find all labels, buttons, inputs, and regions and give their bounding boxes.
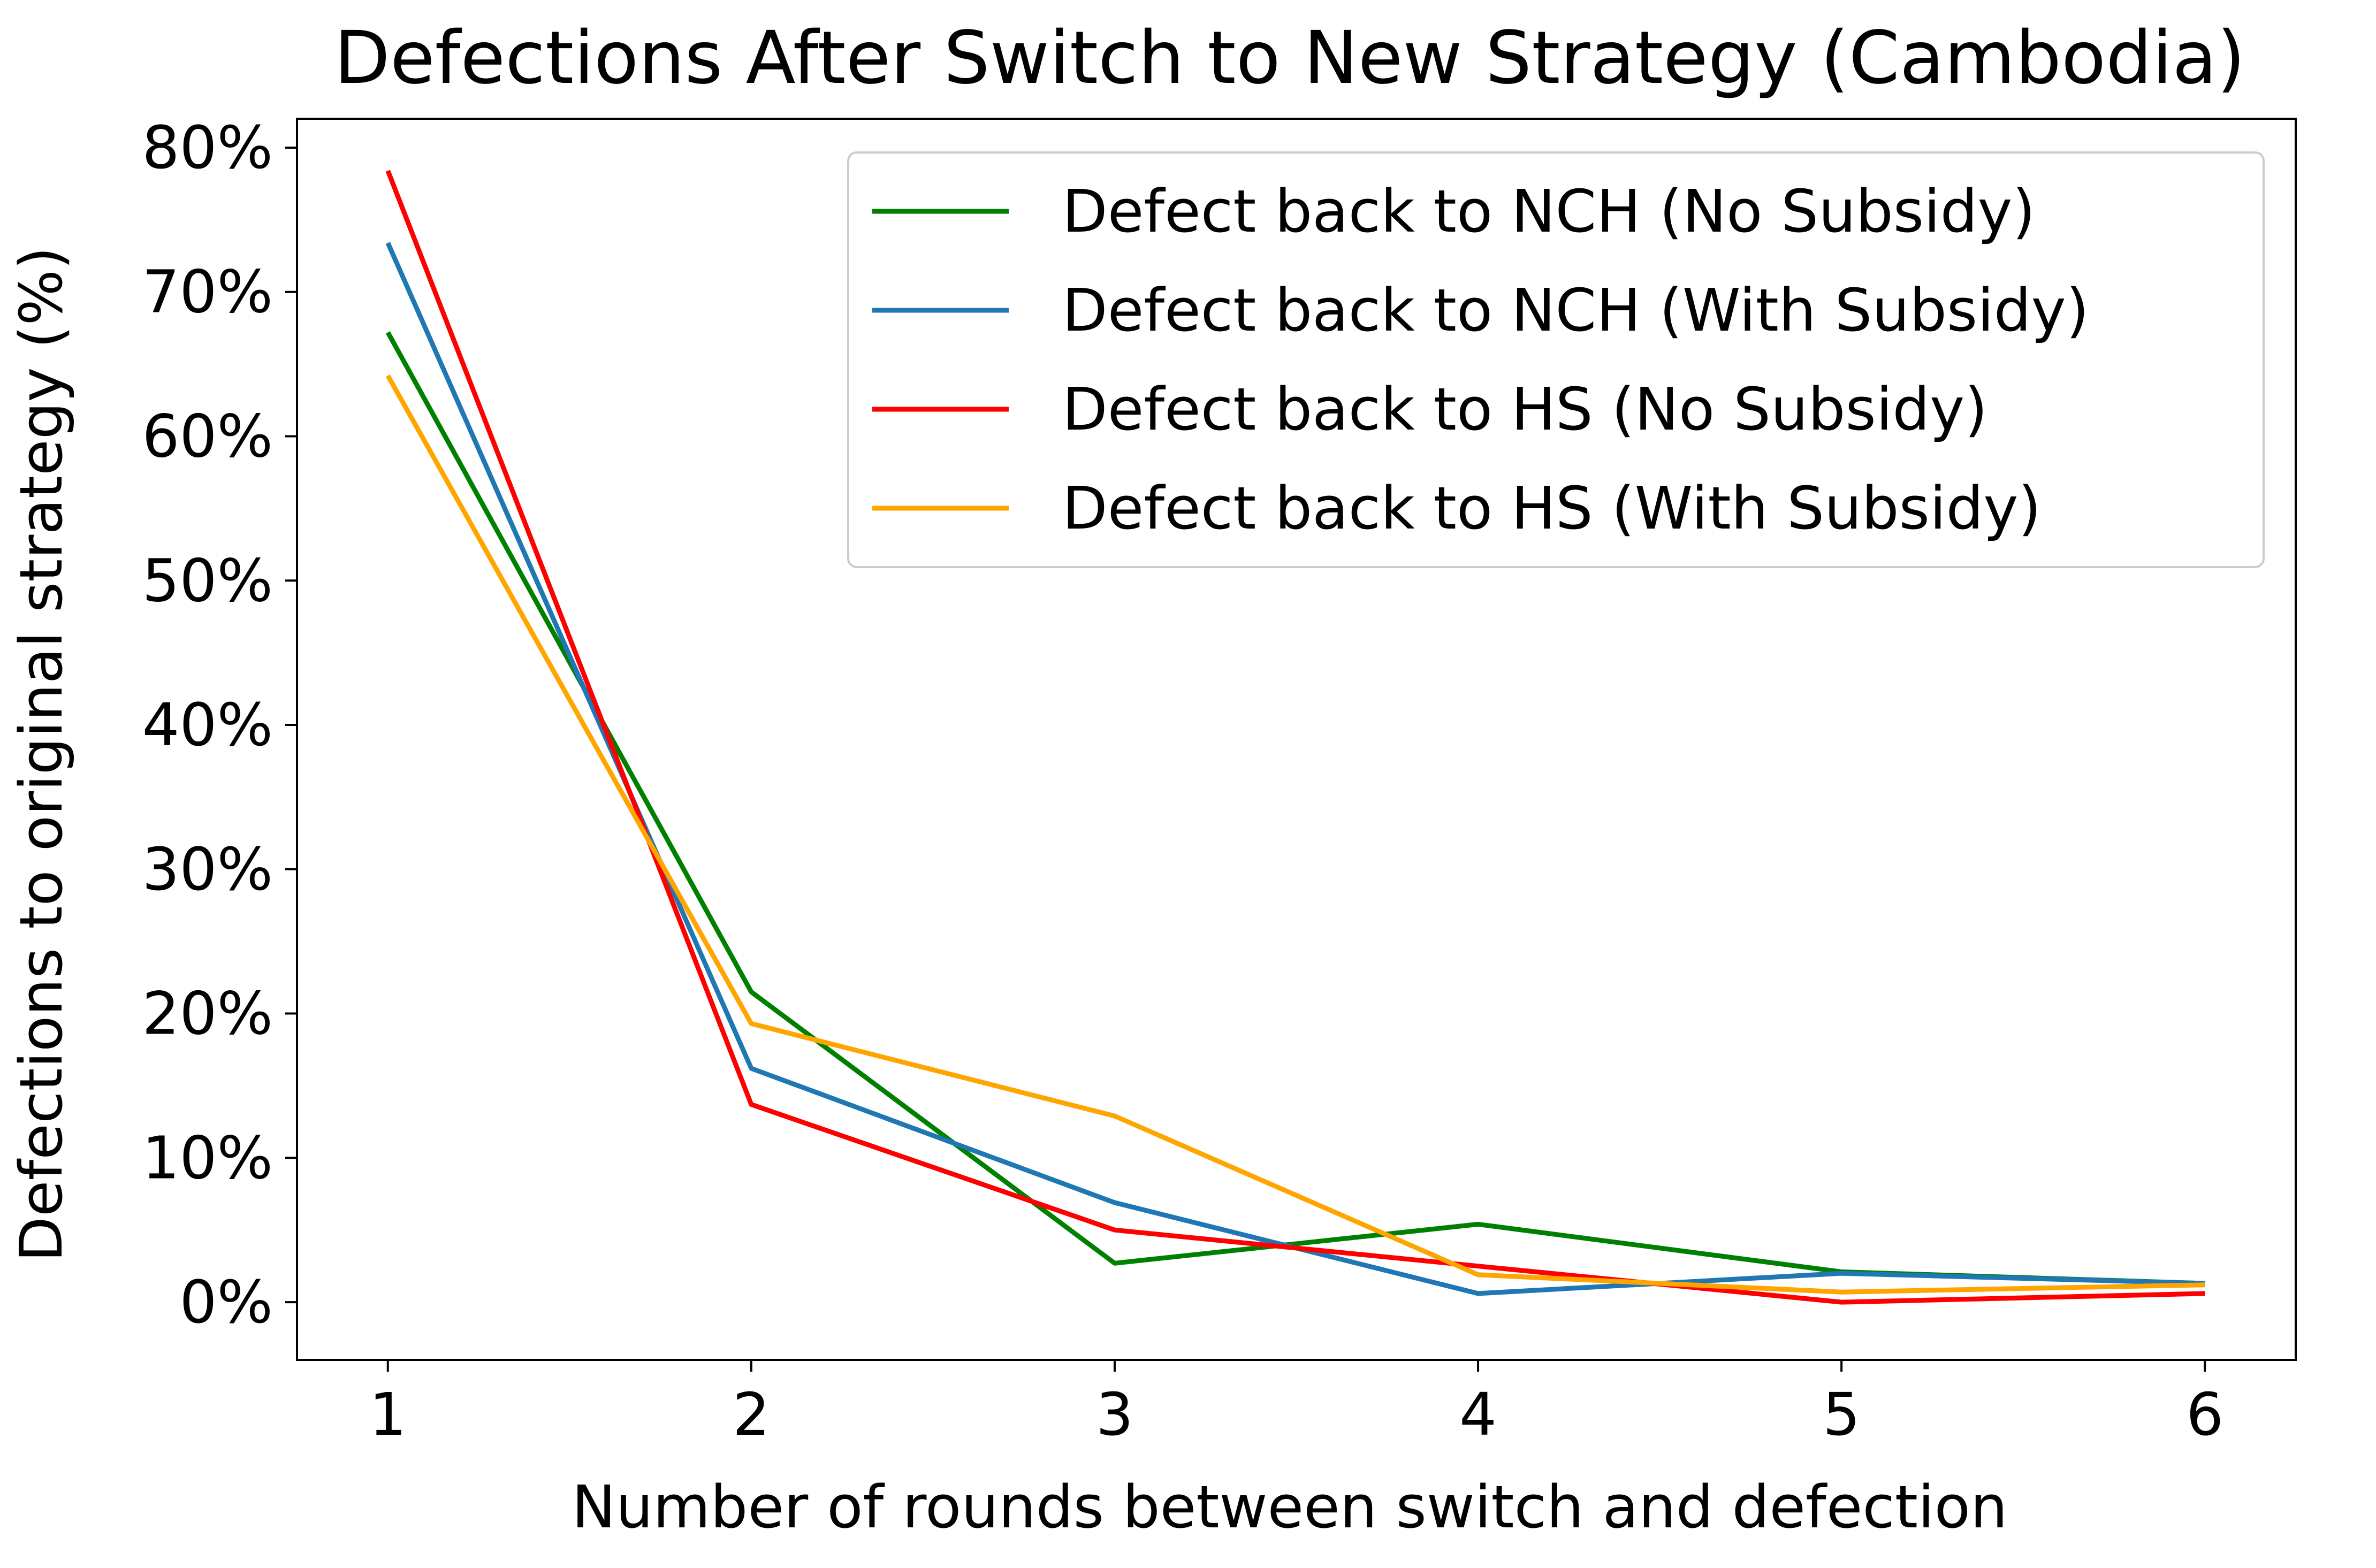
x-tick-label: 1 [369,1380,407,1449]
x-tick-label: 3 [1096,1380,1133,1449]
series-line-4 [385,374,2205,1295]
y-tick-label: 80% [142,113,273,182]
legend-label: Defect back to HS (With Subsidy) [1062,474,2041,542]
y-tick-label: 20% [142,980,273,1048]
y-tick-label: 70% [142,258,273,326]
y-tick-label: 30% [142,835,273,904]
x-axis-label: Number of rounds between switch and defe… [572,1473,2007,1541]
legend-box [847,151,2265,568]
y-tick-label: 40% [142,691,273,759]
series-line-3 [385,170,2205,1305]
x-tick-label: 2 [733,1380,770,1449]
y-tick-label: 0% [179,1268,273,1336]
legend-label: Defect back to HS (No Subsidy) [1062,375,1987,443]
chart-title: Defections After Switch to New Strategy … [334,16,2245,101]
plot-frame [296,118,2297,1361]
x-tick-label: 6 [2186,1380,2223,1449]
x-tick-label: 4 [1459,1380,1497,1449]
legend-label: Defect back to NCH (With Subsidy) [1062,276,2089,345]
plot-area: 1 2 3 4 5 60%10%20%30%40%50%60%70%80%Defect b… [142,113,2297,1449]
y-axis-label: Defections to original strategy (%) [7,247,75,1262]
y-tick-label: 60% [142,402,273,470]
legend-label: Defect back to NCH (No Subsidy) [1062,177,2035,246]
x-tick-label: 5 [1823,1380,1860,1449]
y-tick-label: 10% [142,1123,273,1192]
y-tick-label: 50% [142,546,273,615]
